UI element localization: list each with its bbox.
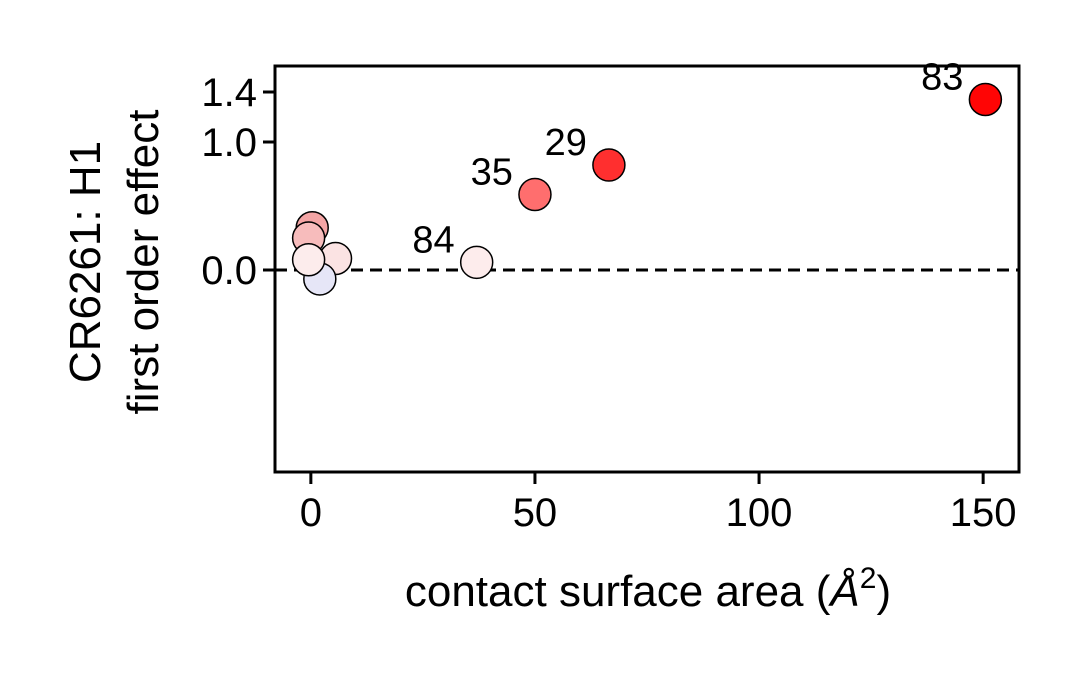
scatter-point bbox=[592, 148, 626, 182]
y-tick-label: 0.0 bbox=[201, 249, 257, 293]
scatter-point bbox=[968, 82, 1003, 117]
point-label: 84 bbox=[412, 219, 454, 261]
scatter-point bbox=[459, 245, 494, 280]
point-label: 35 bbox=[471, 151, 513, 193]
x-tick-label: 100 bbox=[726, 491, 793, 535]
scatter-point bbox=[518, 177, 552, 212]
y-tick-label: 1.0 bbox=[201, 121, 257, 165]
y-axis-title-line2: first order effect bbox=[119, 110, 168, 415]
x-tick-label: 0 bbox=[300, 491, 322, 535]
x-tick-label: 150 bbox=[950, 491, 1017, 535]
scatter-point bbox=[291, 243, 326, 277]
x-axis-ticks: 0 50 100 150 bbox=[300, 472, 1017, 535]
y-axis-ticks: 0.0 1.0 1.4 bbox=[201, 71, 275, 293]
point-labels: 84 35 29 83 bbox=[412, 57, 963, 262]
x-tick-label: 50 bbox=[513, 491, 558, 535]
x-axis-title: contact surface area (Å2) bbox=[405, 562, 891, 616]
data-points bbox=[291, 82, 1003, 296]
point-label: 83 bbox=[921, 57, 963, 99]
point-label: 29 bbox=[545, 122, 587, 164]
y-axis-title-line1: CR6261: H1 bbox=[61, 141, 110, 383]
y-tick-label: 1.4 bbox=[201, 71, 257, 115]
